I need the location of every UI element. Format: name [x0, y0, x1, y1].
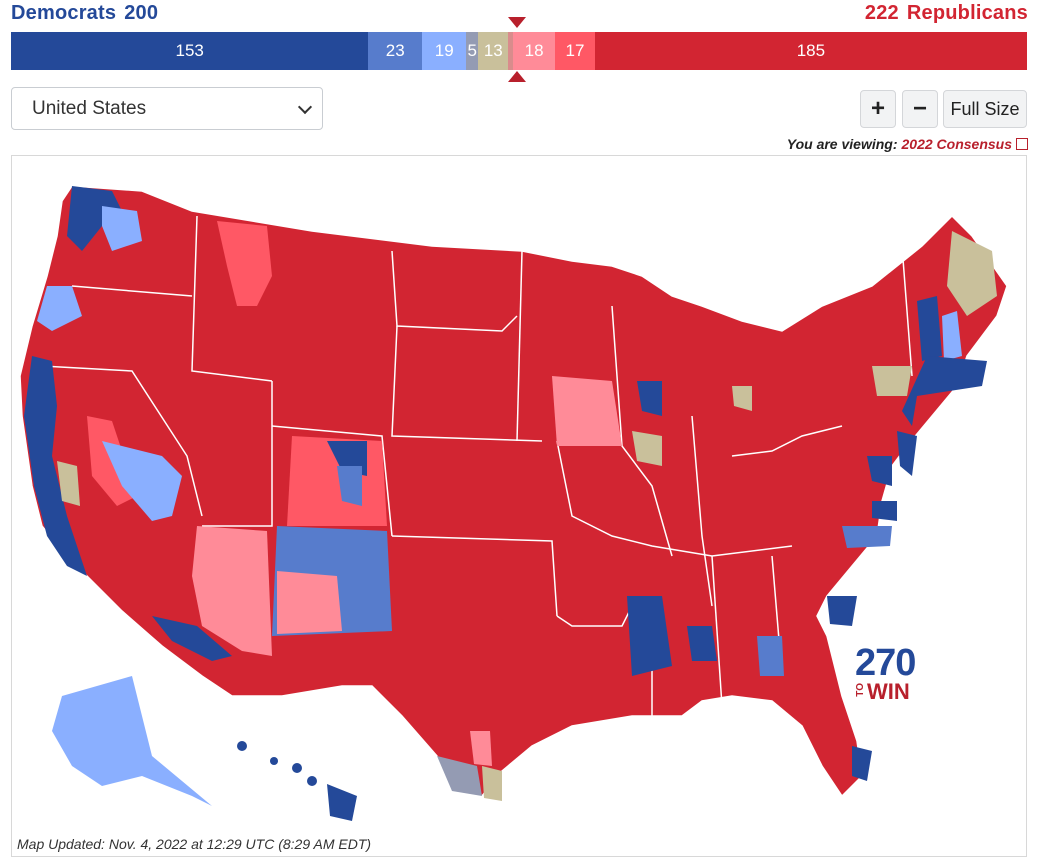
nh-lean-dem[interactable]: [942, 311, 962, 361]
bar-segment-7: 17: [555, 32, 595, 70]
wa-coast-district[interactable]: [67, 186, 122, 251]
bar-segment-5: [508, 32, 514, 70]
bar-segment-6: 18: [513, 32, 556, 70]
bar-segment-2: 19: [422, 32, 467, 70]
consensus-link[interactable]: 2022 Consensus: [901, 136, 1013, 152]
vt-safe-dem[interactable]: [917, 296, 942, 361]
id-likely-rep[interactable]: [217, 221, 272, 306]
wa-district-lean[interactable]: [102, 206, 142, 251]
ne-coast-safe-dem[interactable]: [902, 356, 987, 426]
democrats-total: 200: [124, 2, 159, 24]
map-container: [11, 155, 1027, 857]
mi-tossup[interactable]: [732, 386, 752, 411]
az-safe-dem[interactable]: [152, 616, 232, 661]
md-safe-dem[interactable]: [867, 456, 892, 486]
co-likely-dem[interactable]: [337, 466, 362, 506]
va-safe-dem[interactable]: [872, 501, 897, 521]
ms-safe-dem[interactable]: [627, 596, 672, 676]
ca-tossup-district[interactable]: [57, 461, 80, 506]
nv-lean-dem[interactable]: [102, 441, 182, 521]
fl-safe-dem[interactable]: [852, 746, 872, 781]
tx-tilt[interactable]: [437, 756, 482, 796]
majority-marker-bottom-icon: [508, 71, 526, 82]
viewing-prefix: You are viewing:: [786, 136, 898, 152]
ca-coast-district[interactable]: [24, 356, 87, 576]
zoom-out-button[interactable]: −: [902, 90, 938, 128]
republicans-total: 222: [864, 2, 899, 24]
ia-lean-rep[interactable]: [552, 376, 622, 446]
ny-tossup[interactable]: [872, 366, 912, 396]
nm-lean-rep[interactable]: [277, 571, 342, 634]
me-tossup[interactable]: [947, 231, 997, 316]
viewing-info: You are viewing: 2022 Consensus: [787, 136, 1028, 152]
tx-lean-rep[interactable]: [470, 731, 492, 766]
nj-safe-dem[interactable]: [897, 431, 917, 476]
al-safe-dem[interactable]: [687, 626, 717, 661]
chevron-down-icon: [297, 99, 313, 115]
bar-segment-8: 185: [594, 32, 1027, 70]
map-updated-text: Map Updated: Nov. 4, 2022 at 12:29 UTC (…: [17, 836, 372, 852]
sc-safe-dem[interactable]: [827, 596, 857, 626]
270-to-win-logo: 270 TO WIN: [853, 642, 923, 705]
il-safe-dem[interactable]: [637, 381, 662, 416]
logo-number: 270: [855, 642, 916, 684]
or-coast-lean[interactable]: [37, 286, 82, 331]
bar-segment-0: 153: [11, 32, 369, 70]
seat-balance-bar: 153 23 19 5 13 18 17 185: [11, 32, 1027, 70]
republicans-header: 222 Republicans: [857, 2, 1028, 25]
us-house-map[interactable]: [12, 156, 1026, 856]
democrats-label: Democrats: [11, 2, 117, 24]
bar-segment-1: 23: [368, 32, 423, 70]
ak-lean-dem[interactable]: [52, 676, 212, 806]
logo-win: WIN: [867, 679, 910, 704]
tx-tossup[interactable]: [482, 766, 502, 801]
democrats-header: Democrats 200: [11, 2, 166, 25]
logo-to: TO: [855, 683, 866, 697]
region-select[interactable]: United States: [11, 87, 323, 130]
republicans-label: Republicans: [906, 2, 1028, 24]
az-lean-rep[interactable]: [192, 526, 272, 656]
bar-segment-3: 5: [466, 32, 479, 70]
region-select-value: United States: [32, 97, 147, 119]
il-tossup[interactable]: [632, 431, 662, 466]
majority-marker-top-icon: [508, 17, 526, 28]
zoom-in-button[interactable]: +: [860, 90, 896, 128]
ga-likely-dem[interactable]: [757, 636, 784, 676]
external-link-icon: [1016, 138, 1028, 150]
bar-segment-4: 13: [478, 32, 509, 70]
hawaii-islands[interactable]: [237, 741, 357, 821]
full-size-button[interactable]: Full Size: [943, 90, 1027, 128]
nc-likely-dem[interactable]: [842, 526, 892, 548]
